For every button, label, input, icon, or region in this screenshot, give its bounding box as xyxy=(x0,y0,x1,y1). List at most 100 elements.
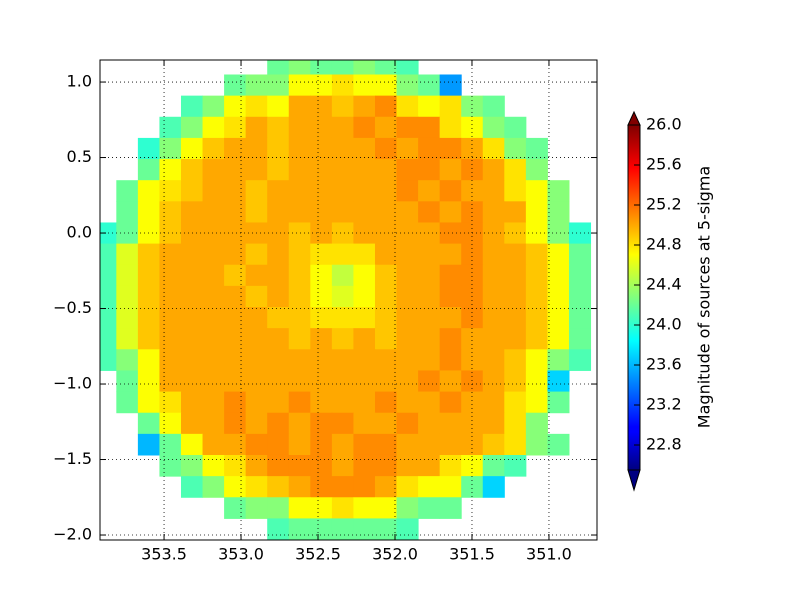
cell xyxy=(180,370,204,393)
cell xyxy=(245,370,268,393)
cell xyxy=(159,180,182,202)
cell xyxy=(504,159,527,181)
cell xyxy=(396,74,419,97)
cell xyxy=(396,433,419,456)
cell xyxy=(159,307,182,329)
cell xyxy=(180,285,204,308)
cell xyxy=(504,454,527,477)
cell xyxy=(396,243,419,266)
cell xyxy=(418,328,441,350)
cell xyxy=(245,180,268,202)
cell xyxy=(202,264,225,287)
cell xyxy=(418,95,441,118)
cell xyxy=(482,454,505,477)
cell xyxy=(202,412,225,435)
colorbar-tick-label: 24.8 xyxy=(646,235,682,254)
cell xyxy=(245,285,268,308)
cell xyxy=(353,497,376,519)
colorbar-tick-label: 23.2 xyxy=(646,395,682,414)
cell xyxy=(353,518,376,540)
cell xyxy=(224,454,247,477)
cell xyxy=(224,391,247,414)
cell xyxy=(310,159,333,181)
cell xyxy=(461,476,484,498)
cell xyxy=(224,328,247,350)
cell xyxy=(310,285,333,308)
cell xyxy=(418,391,441,414)
cell xyxy=(202,180,225,202)
cell xyxy=(224,222,247,245)
cell xyxy=(331,307,354,329)
cell xyxy=(202,116,225,139)
cell xyxy=(504,349,527,371)
cell xyxy=(439,264,462,287)
cell xyxy=(547,264,570,287)
y-tick-label: 0.0 xyxy=(67,223,92,242)
cell xyxy=(418,454,441,477)
cell xyxy=(180,264,204,287)
cell xyxy=(224,74,247,97)
cell xyxy=(353,95,376,118)
cell xyxy=(374,433,398,456)
cell xyxy=(374,391,398,414)
cell xyxy=(418,201,441,223)
cell xyxy=(267,60,290,75)
cell xyxy=(159,433,182,456)
cell xyxy=(461,307,484,329)
cell xyxy=(137,264,160,287)
cell xyxy=(374,454,398,477)
cell xyxy=(482,412,505,435)
cell xyxy=(353,137,376,160)
cell xyxy=(396,518,419,540)
cell xyxy=(100,243,117,266)
cell xyxy=(461,159,484,181)
cell xyxy=(461,391,484,414)
cell xyxy=(224,307,247,329)
cell xyxy=(353,180,376,202)
cell xyxy=(374,497,398,519)
cell xyxy=(547,328,570,350)
cell xyxy=(288,74,311,97)
cell xyxy=(331,349,354,371)
cell xyxy=(267,412,290,435)
cell xyxy=(525,349,548,371)
cell xyxy=(202,328,225,350)
cell xyxy=(224,243,247,266)
cell xyxy=(267,307,290,329)
cell xyxy=(267,243,290,266)
cell xyxy=(353,116,376,139)
cell xyxy=(439,370,462,393)
cell xyxy=(180,159,204,181)
cell xyxy=(568,264,592,287)
cell xyxy=(100,264,117,287)
cell xyxy=(310,454,333,477)
cell xyxy=(288,264,311,287)
cell xyxy=(439,74,462,97)
cell xyxy=(461,328,484,350)
colorbar-tick-label: 22.8 xyxy=(646,435,682,454)
cell xyxy=(353,285,376,308)
cell xyxy=(224,137,247,160)
cell xyxy=(396,391,419,414)
cell xyxy=(245,116,268,139)
cell xyxy=(374,222,398,245)
cell xyxy=(374,307,398,329)
cell xyxy=(288,307,311,329)
cell xyxy=(159,370,182,393)
cell xyxy=(288,370,311,393)
cell xyxy=(374,180,398,202)
cell xyxy=(331,518,354,540)
cell xyxy=(374,518,398,540)
cell xyxy=(310,433,333,456)
cell xyxy=(374,74,398,97)
cell xyxy=(202,95,225,118)
cell xyxy=(374,137,398,160)
cell xyxy=(374,412,398,435)
cell xyxy=(418,497,441,519)
cell xyxy=(267,201,290,223)
cell xyxy=(504,201,527,223)
cell xyxy=(288,243,311,266)
cell xyxy=(418,222,441,245)
cell xyxy=(331,412,354,435)
